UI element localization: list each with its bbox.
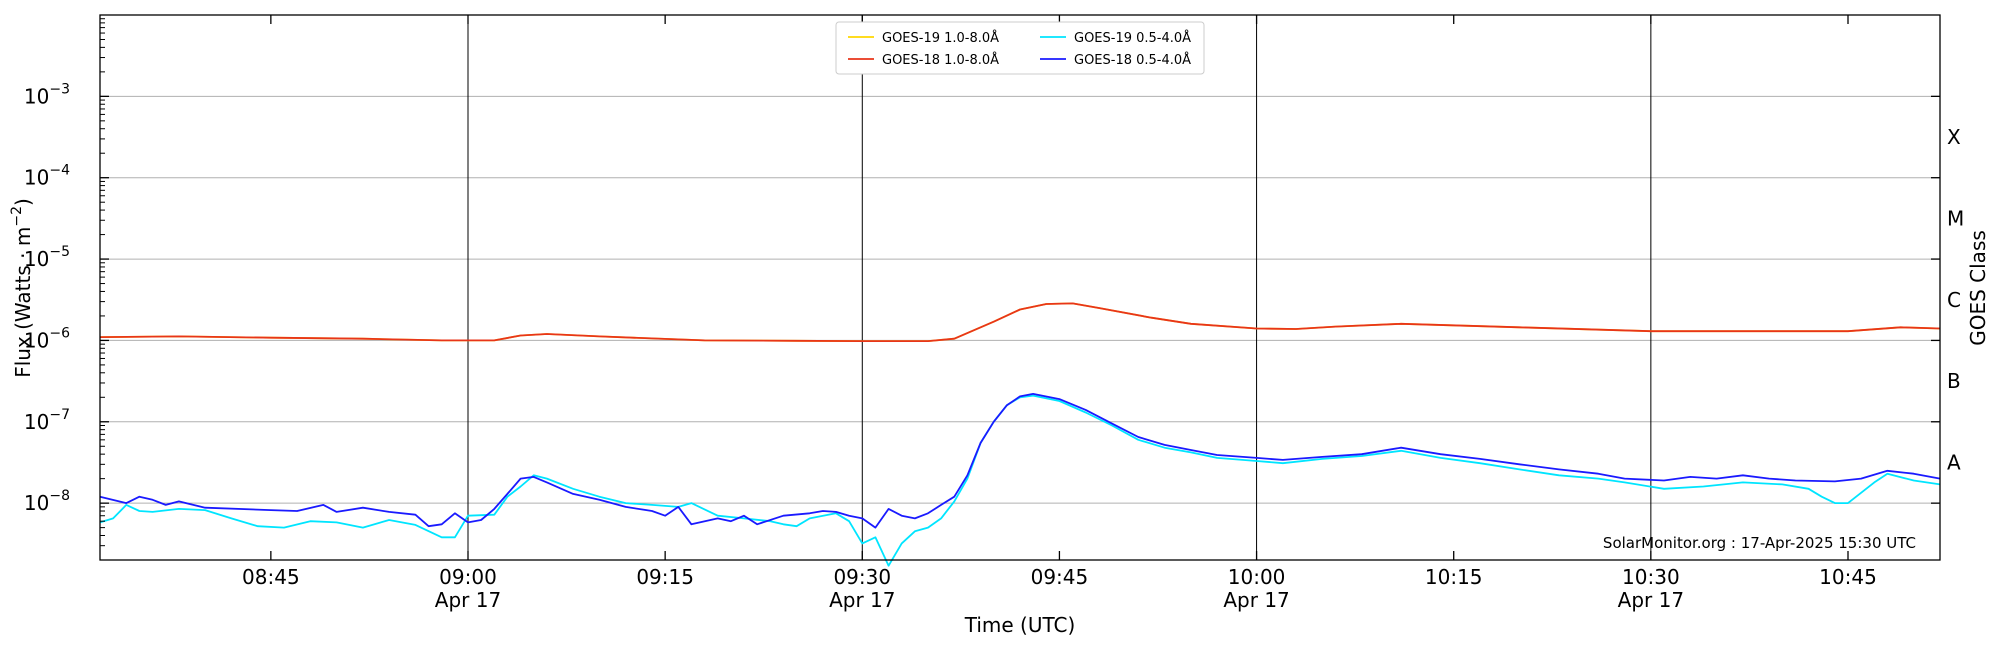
x-tick-label: 10:00	[1228, 565, 1286, 589]
x-tick-label: 10:15	[1425, 565, 1483, 589]
legend-label: GOES-19 1.0-8.0Å	[882, 30, 999, 46]
y-tick-label: 10−5	[24, 244, 70, 271]
y-axis-label-sup: −2	[9, 206, 25, 227]
x-tick-sublabel: Apr 17	[435, 588, 501, 612]
x-tick-label: 08:45	[242, 565, 300, 589]
legend: GOES-19 1.0-8.0Å GOES-18 1.0-8.0Å GOES-19 …	[835, 21, 1205, 75]
x-tick-label: 09:30	[833, 565, 891, 589]
series-line	[99, 394, 1941, 567]
legend-label: GOES-18 1.0-8.0Å	[882, 52, 999, 68]
x-tick-label: 09:00	[439, 565, 497, 589]
series-line	[99, 302, 1941, 343]
y-tick-label: 10−6	[24, 325, 70, 352]
y-tick-label: 10−4	[24, 163, 70, 190]
legend-label: GOES-18 0.5-4.0Å	[1074, 52, 1191, 68]
x-tick-sublabel: Apr 17	[829, 588, 895, 612]
x-tick-sublabel: Apr 17	[1223, 588, 1289, 612]
series-line	[99, 392, 1941, 529]
x-tick-label: 09:45	[1031, 565, 1089, 589]
x-tick-label: 10:45	[1819, 565, 1877, 589]
y-tick-label: 10−3	[24, 81, 70, 108]
plot-frame	[99, 14, 1941, 561]
goes-class-labels: A B C M X	[1947, 125, 1964, 474]
credit-annotation: SolarMonitor.org : 17-Apr-2025 15:30 UTC	[1603, 534, 1916, 552]
y-tick-label: 10−7	[24, 407, 70, 434]
x-tick-label: 09:15	[636, 565, 694, 589]
y-axis-label-close: )	[11, 198, 35, 206]
vertical-hour-lines	[467, 15, 1652, 560]
x-axis-label: Time (UTC)	[964, 613, 1076, 637]
grid-lines	[100, 95, 1940, 504]
x-tick-sublabel: Apr 17	[1618, 588, 1684, 612]
y-axis-label: Flux (Watts · m−2)	[9, 198, 35, 378]
series-lines	[99, 302, 1941, 567]
goes-class-label: X	[1947, 125, 1961, 149]
legend-label: GOES-19 0.5-4.0Å	[1074, 30, 1191, 46]
goes-class-label: C	[1947, 288, 1961, 312]
goes-class-label: M	[1947, 206, 1964, 230]
y-tick-label: 10−8	[24, 488, 70, 515]
legend-box	[835, 21, 1205, 75]
y2-axis-label: GOES Class	[1966, 230, 1990, 346]
y-axis-label-main: Flux (Watts · m	[11, 227, 35, 378]
goes-class-label: B	[1947, 369, 1961, 393]
y-axis-ticks: 10−8 10−7 10−6 10−5 10−4 10−3	[24, 18, 1940, 561]
goes-class-label: A	[1947, 450, 1961, 474]
x-tick-label: 10:30	[1622, 565, 1680, 589]
